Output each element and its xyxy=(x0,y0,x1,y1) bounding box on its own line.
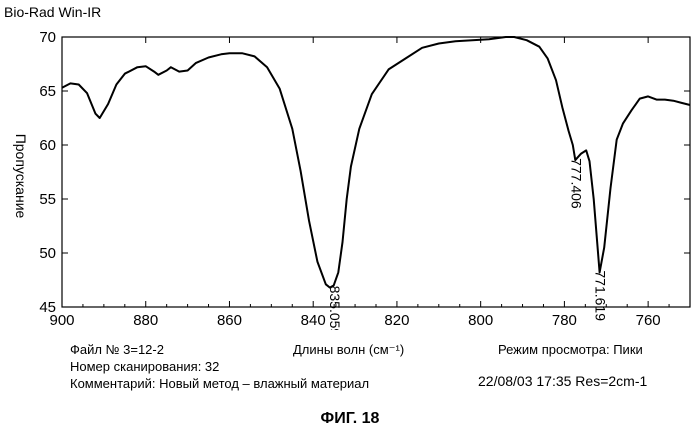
x-tick-label: 860 xyxy=(217,312,242,329)
y-tick-label: 65 xyxy=(39,83,56,100)
x-tick-label: 840 xyxy=(301,312,326,329)
y-tick-label: 70 xyxy=(39,29,56,46)
comment: Комментарий: Новый метод – влажный матер… xyxy=(70,376,370,391)
x-tick-label: 820 xyxy=(384,312,409,329)
plot-frame xyxy=(61,36,691,308)
peak-label-2: 771.619 xyxy=(593,270,609,321)
peak-label-1: 777.406 xyxy=(568,158,584,209)
x-tick-label: 760 xyxy=(636,312,661,329)
y-tick-label: 55 xyxy=(39,191,56,208)
y-tick-label: 45 xyxy=(39,299,56,316)
peak-label-0: 835.059 xyxy=(327,286,343,330)
x-axis-label: Длины волн (см⁻¹) xyxy=(293,342,405,357)
file-info: Файл № 3=12-2 xyxy=(70,342,164,357)
timestamp: 22/08/03 17:35 Res=2cm-1 xyxy=(478,373,648,389)
x-tick-label: 900 xyxy=(49,312,74,329)
app-title: Bio-Rad Win-IR xyxy=(4,4,102,20)
y-tick-label: 60 xyxy=(39,137,56,154)
x-tick-label: 780 xyxy=(552,312,577,329)
view-mode: Режим просмотра: Пики xyxy=(498,342,643,357)
spectrum-line-0 xyxy=(61,36,691,289)
x-tick-label: 800 xyxy=(468,312,493,329)
spectrum-chart: 45 50 55 60 65 70 900 880 860 840 820 800 780 760 835… xyxy=(39,29,691,330)
figure-caption: ФИГ. 18 xyxy=(320,410,380,427)
scan-count: Номер сканирования: 32 xyxy=(70,359,220,374)
x-tick-label: 880 xyxy=(133,312,158,329)
y-tick-label: 50 xyxy=(39,245,56,262)
